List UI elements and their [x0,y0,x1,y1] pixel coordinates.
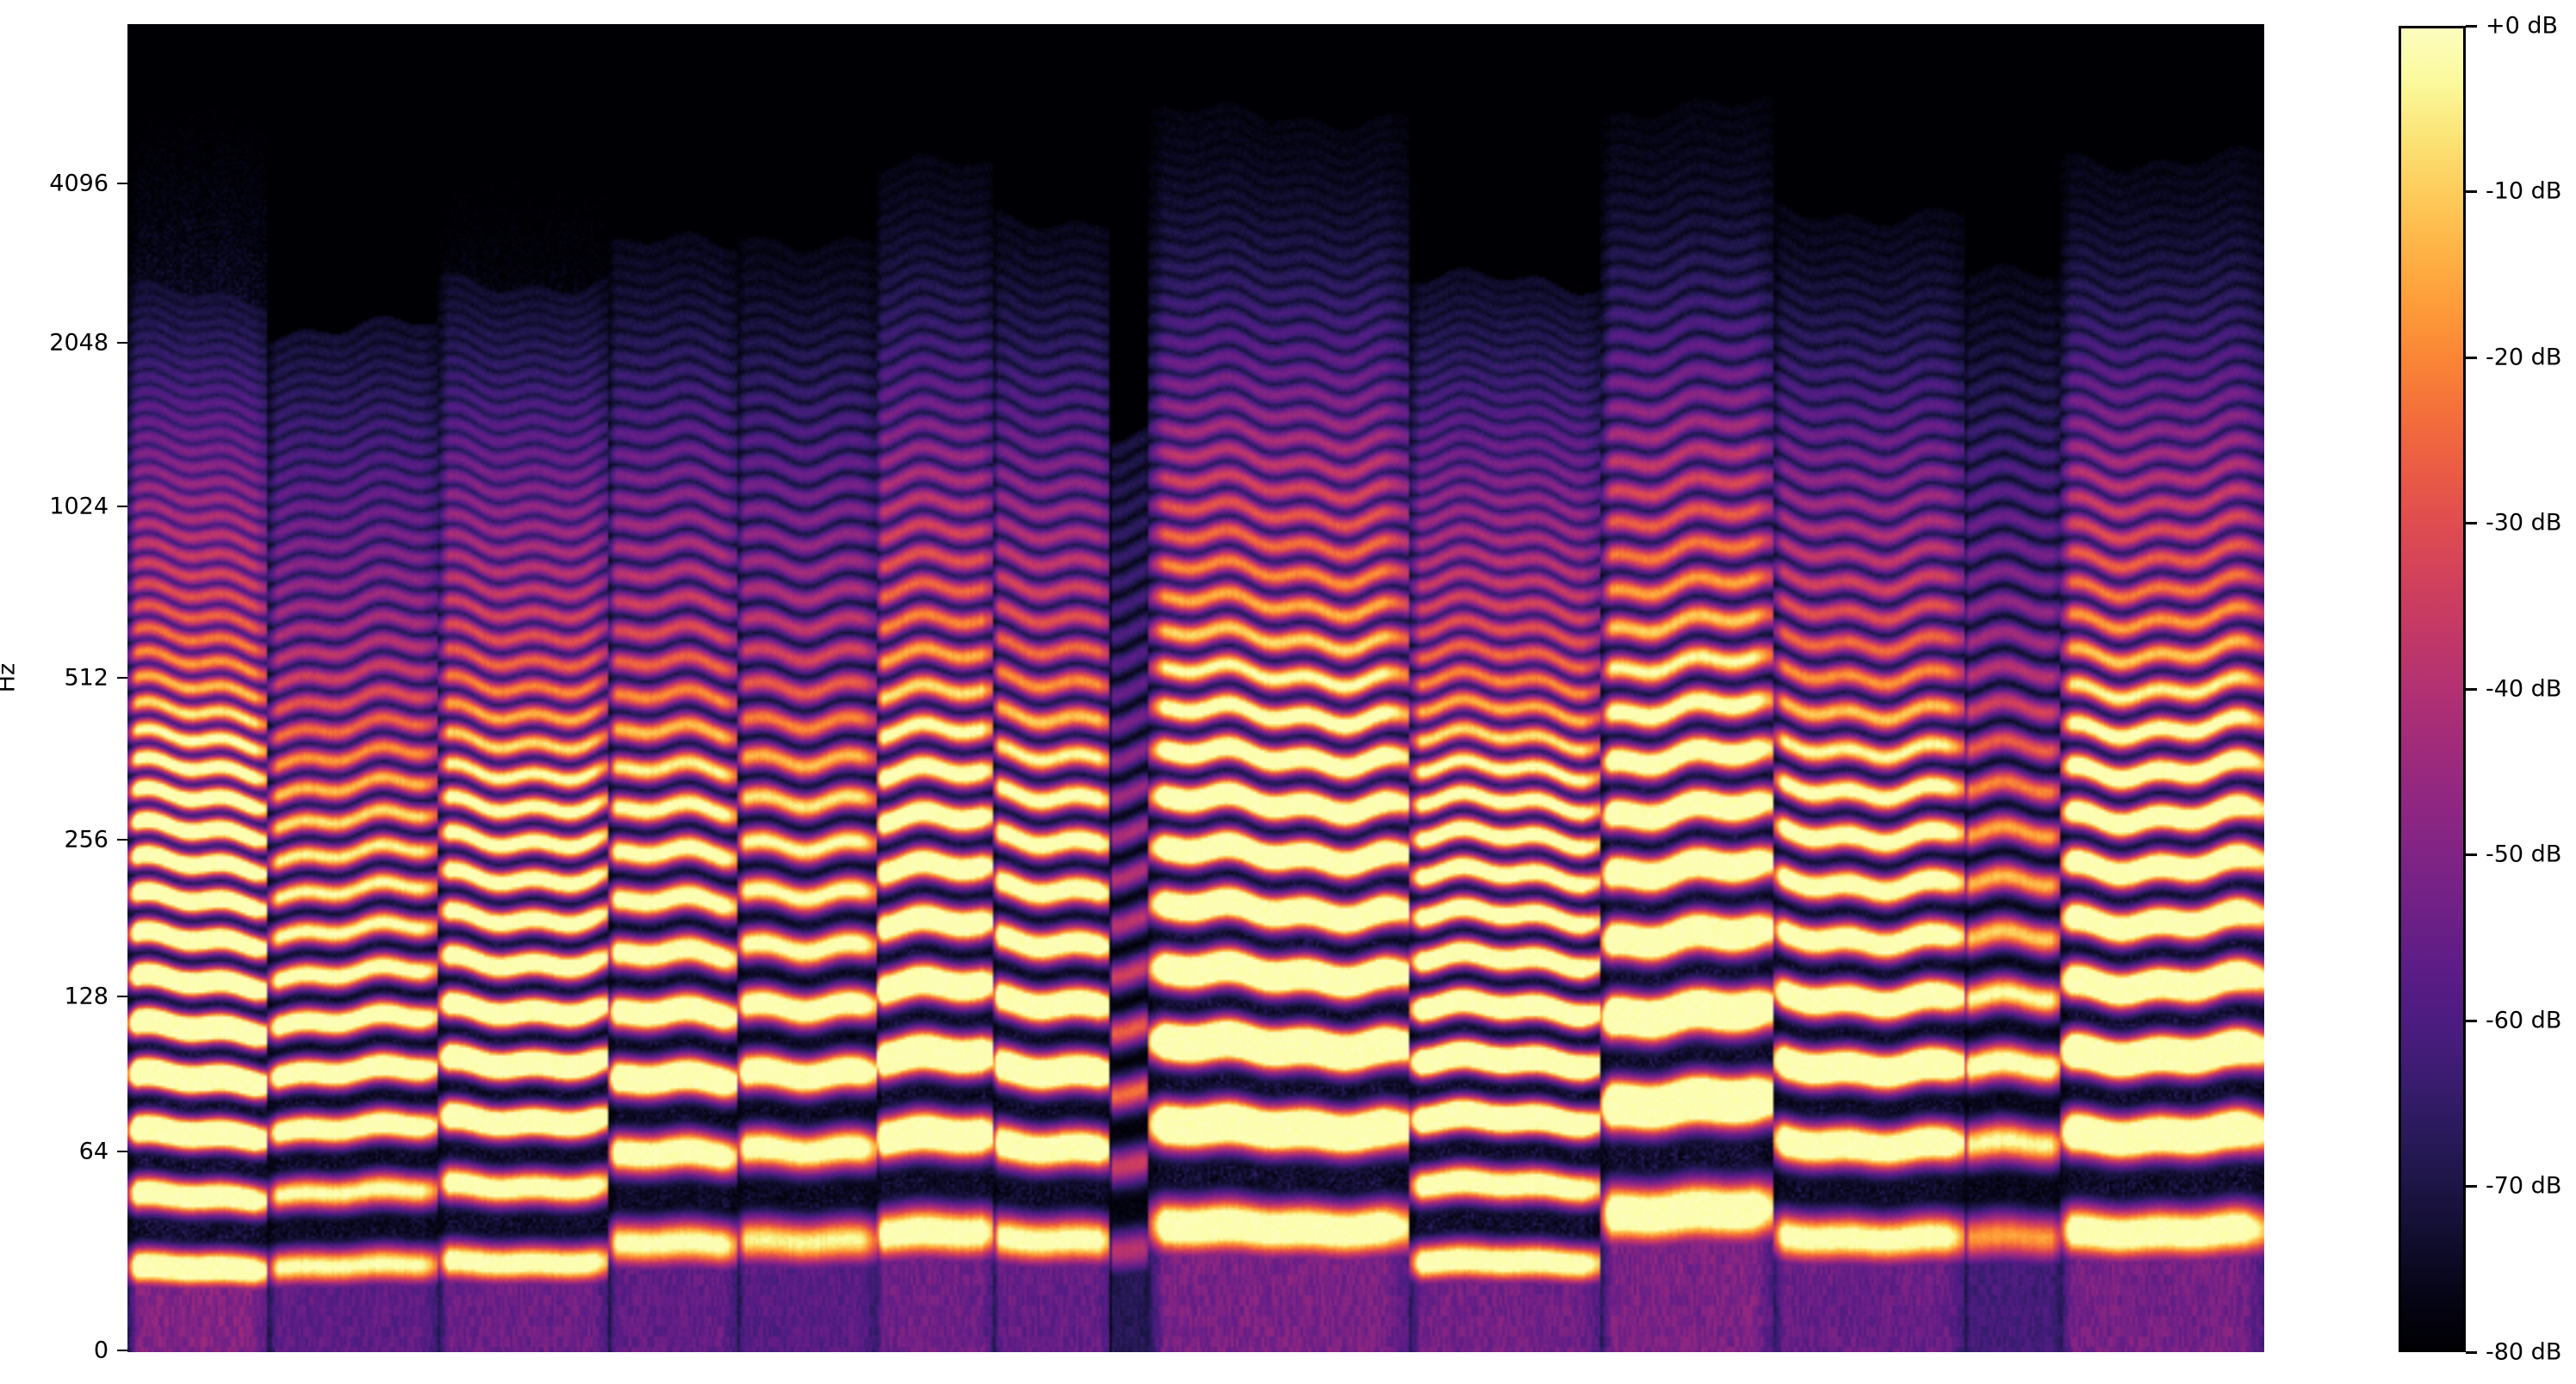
y-axis: 4096 2048 1024 512 256 128 64 0 Hz [0,0,127,1384]
y-tick-mark [117,342,127,344]
colorbar-tick-label: -50 dB [2486,841,2562,868]
colorbar-gradient [2401,28,2463,1350]
colorbar-tick-mark [2466,853,2477,856]
colorbar-tick-label: -30 dB [2486,509,2562,537]
y-tick-mark [117,1350,127,1351]
colorbar-tick-label: +0 dB [2486,12,2559,40]
y-tick-label: 1024 [49,493,109,520]
colorbar-tick-mark [2466,522,2477,524]
colorbar-tick-mark [2466,688,2477,691]
colorbar-tick-mark [2466,357,2477,359]
spectrogram-plot-area [127,24,2264,1352]
y-tick-label: 64 [78,1138,109,1165]
y-tick-mark [117,183,127,184]
y-axis-title: Hz [0,662,21,693]
y-tick-mark [117,996,127,997]
colorbar-tick-mark [2466,1020,2477,1022]
colorbar-tick-label: -10 dB [2486,177,2562,205]
colorbar-tick-label: -70 dB [2486,1172,2562,1200]
colorbar-tick-mark [2466,190,2477,193]
y-tick-label: 0 [93,1337,109,1364]
colorbar-tick-mark [2466,1351,2477,1354]
colorbar-tick-label: -40 dB [2486,675,2562,703]
colorbar-tick-label: -20 dB [2486,344,2562,371]
y-tick-mark [117,1151,127,1152]
y-tick-mark [117,839,127,841]
y-tick-label: 256 [64,826,109,853]
y-tick-label: 2048 [49,329,109,357]
y-tick-mark [117,506,127,507]
y-tick-mark [117,677,127,679]
spectrogram-heatmap [127,24,2264,1352]
y-tick-label: 512 [64,664,109,692]
colorbar-tick-mark [2466,25,2477,28]
y-tick-label: 4096 [49,170,109,197]
colorbar-tick-label: -60 dB [2486,1007,2562,1034]
colorbar-tick-mark [2466,1185,2477,1188]
colorbar-tick-label: -80 dB [2486,1338,2562,1366]
y-tick-label: 128 [64,983,109,1010]
colorbar [2399,26,2466,1352]
